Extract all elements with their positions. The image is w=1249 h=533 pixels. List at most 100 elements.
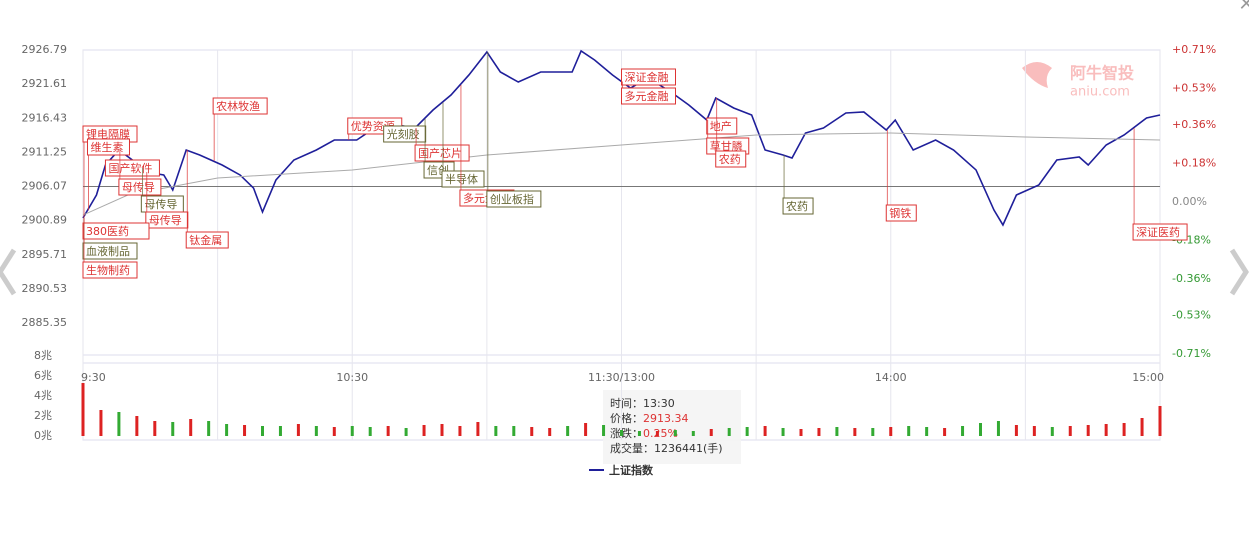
volume-bar <box>1068 426 1072 436</box>
tag-box <box>86 138 130 156</box>
volume-bar <box>1104 424 1108 436</box>
volume-bar <box>620 430 623 436</box>
tooltip-label: 价格： <box>610 411 643 425</box>
x-tick-label: 15:00 <box>1132 371 1164 384</box>
watermark: 阿牛智投 aniu.com <box>1022 62 1134 100</box>
volume-bar <box>458 426 462 436</box>
volume-bar <box>1140 418 1144 436</box>
volume-bar <box>548 428 552 436</box>
volume-bar <box>207 421 211 436</box>
tag-box <box>104 159 160 177</box>
y2-tick-label: 0.00% <box>1172 195 1207 208</box>
y-tick-label: 2885.35 <box>22 316 68 329</box>
volume-bar <box>135 416 139 436</box>
volume-bar <box>314 426 318 436</box>
y2-tick-label: -0.36% <box>1172 272 1211 285</box>
tag-label: 血液制品 <box>86 244 130 258</box>
y2-tick-label: -0.71% <box>1172 347 1211 360</box>
tooltip-row: 时间：13:30 <box>610 397 675 410</box>
tag-box <box>414 144 470 162</box>
volume-bar <box>261 426 264 436</box>
y2-tick-label: +0.53% <box>1172 82 1216 95</box>
tag-label: 380医药 <box>86 225 129 238</box>
y-tick-label: 2911.25 <box>22 145 68 158</box>
tag-box <box>118 178 162 196</box>
volume-bar <box>512 426 516 436</box>
volume-bar <box>1086 425 1090 436</box>
volume-bar <box>871 428 875 436</box>
tag-label: 母传导 <box>144 198 177 211</box>
volume-bar <box>386 426 390 436</box>
tag-box <box>706 117 738 135</box>
volume-bar <box>225 424 229 436</box>
volume-bar <box>566 426 570 436</box>
volume-bar <box>979 423 982 436</box>
volume-bar <box>907 426 911 436</box>
tooltip-row: 成交量：1236441(手) <box>610 441 723 455</box>
tag-label: 草甘膦 <box>710 140 743 153</box>
volume-bar <box>81 383 85 436</box>
tag-label: 母传导 <box>122 181 155 194</box>
tag-box <box>1132 223 1188 241</box>
volume-bar <box>243 425 247 436</box>
tag-label: 母传导 <box>149 214 182 227</box>
tag-box <box>885 204 917 222</box>
average-line <box>82 132 1161 216</box>
tooltip-value: 13:30 <box>643 397 675 410</box>
prev-arrow[interactable] <box>0 248 17 296</box>
tag-box <box>715 150 747 168</box>
tag-box <box>383 125 427 143</box>
watermark-logo <box>1022 62 1052 88</box>
volume-bar <box>691 431 695 436</box>
volume-bar <box>637 431 641 436</box>
volume-bar <box>602 425 606 436</box>
close-button[interactable]: × <box>1238 0 1249 15</box>
tag-label: 光刻胶 <box>387 127 420 141</box>
tag-label: 深证医药 <box>1136 226 1180 239</box>
tag-label: 地产 <box>710 119 732 133</box>
volume-tick-label: 8兆 <box>34 349 52 362</box>
tag-label: 锂电隔膜 <box>86 127 130 141</box>
next-arrow[interactable] <box>1229 248 1249 296</box>
price-line <box>82 49 1161 227</box>
volume-bar <box>1050 427 1054 436</box>
tag-box <box>441 170 485 188</box>
volume-bar <box>961 426 965 436</box>
volume-bar <box>404 428 408 436</box>
y2-tick-label: +0.71% <box>1172 43 1216 56</box>
tag-label: 农药 <box>786 199 808 213</box>
y-tick-label: 2890.53 <box>22 282 68 295</box>
volume-bar <box>709 429 713 436</box>
tag-label: 深证金融 <box>625 70 669 84</box>
volume-bar <box>422 425 426 436</box>
tag-box <box>782 197 814 215</box>
x-tick-label: 11:30/13:00 <box>588 371 655 384</box>
volume-tick-label: 4兆 <box>34 389 52 402</box>
volume-bar <box>673 430 677 436</box>
y2-tick-label: -0.53% <box>1172 308 1211 321</box>
volume-bar <box>1014 425 1018 436</box>
tag-label: 维生素 <box>90 140 123 154</box>
volume-bar <box>889 427 893 436</box>
y-tick-label: 2900.89 <box>22 214 68 227</box>
tag-label: 农林牧渔 <box>216 99 260 113</box>
tag-box <box>82 242 138 260</box>
legend-label: 上证指数 <box>609 463 654 477</box>
tag-label: 钛金属 <box>189 233 222 247</box>
volume-bar <box>350 426 354 436</box>
tag-box <box>185 231 229 249</box>
tag-label: 多元金融 <box>625 89 669 103</box>
tag-box <box>621 68 676 86</box>
volume-bar <box>494 426 498 436</box>
tag-label: 农药 <box>719 152 741 166</box>
tag-label: 半导体 <box>445 172 478 186</box>
volume-bar <box>996 421 1000 436</box>
volume-bar <box>584 423 588 436</box>
volume-bar <box>171 422 175 436</box>
y-tick-label: 2926.79 <box>22 43 68 56</box>
tooltip-row: 涨跌：0.25% <box>610 426 678 440</box>
volume-bar <box>476 422 480 436</box>
